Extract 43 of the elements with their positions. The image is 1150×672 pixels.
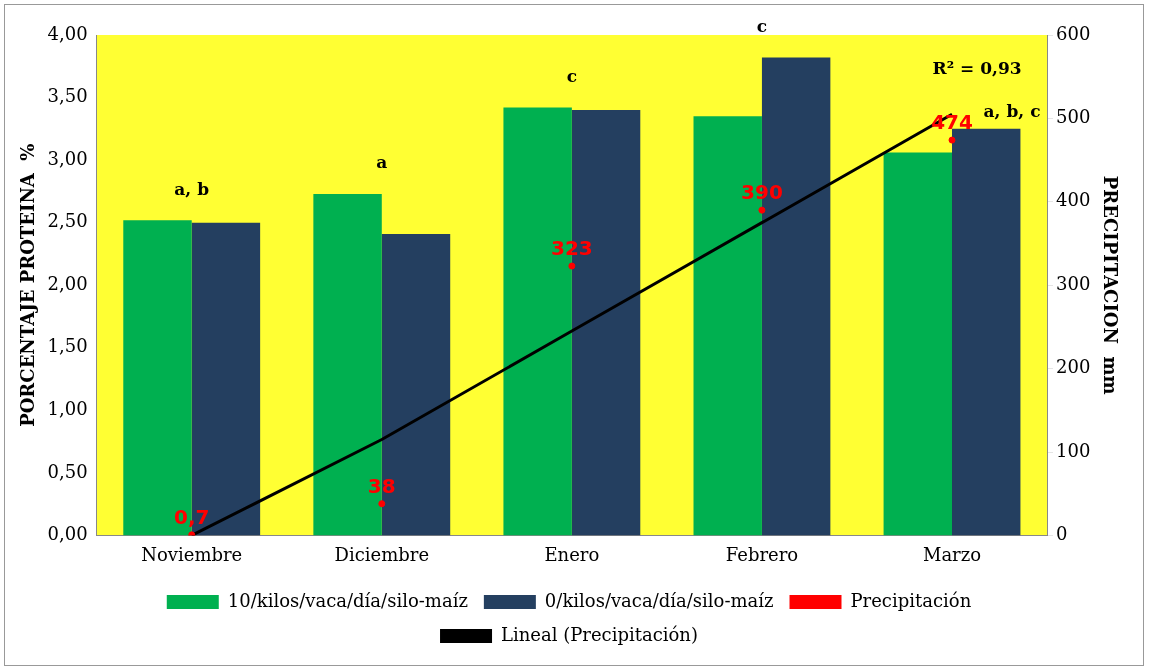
y-tick-label: 3,50 [47,85,88,107]
annotation: a, b [174,178,210,199]
y2-tick-label: 100 [1056,439,1091,461]
legend-label: Lineal (Precipitación) [501,623,698,645]
x-tick-label: Febrero [725,543,799,565]
y-axis-title: PORCENTAJE PROTEINA % [17,143,39,427]
y2-tick-label: 300 [1056,272,1091,294]
y-tick-label: 0,00 [47,523,88,545]
y-tick-label: 1,50 [47,335,88,357]
y-tick-label: 0,50 [47,460,88,482]
y2-axis-title: PRECIPITACION mm [1099,175,1121,395]
legend-label: 0/kilos/vaca/día/silo-maíz [544,589,774,611]
point [568,262,576,270]
bar [952,128,1021,536]
point [948,136,956,144]
annotation: a, b, c [983,101,1041,122]
x-tick-label: Diciembre [334,543,430,565]
data-label: 38 [367,473,396,498]
y2-tick-label: 500 [1056,106,1091,128]
y2-tick-label: 600 [1056,22,1091,44]
y2-tick-label: 0 [1056,523,1068,545]
point [378,500,386,508]
x-tick-label: Noviembre [141,543,243,565]
legend-label: 10/kilos/vaca/día/silo-maíz [227,589,468,611]
legend-label: Precipitación [850,589,972,611]
y-tick-label: 4,00 [47,22,88,44]
y-tick-label: 1,00 [47,397,88,419]
data-label: 390 [741,180,783,205]
data-label: 0,7 [174,505,210,530]
point [758,206,766,214]
x-tick-label: Enero [544,543,600,565]
annotation: c [566,65,578,86]
y-tick-label: 3,00 [47,147,88,169]
annotation: a [376,152,388,173]
y-tick-label: 2,00 [47,272,88,294]
x-tick-label: Marzo [922,543,982,565]
data-label: 323 [550,236,593,261]
annotation: R² = 0,93 [932,58,1022,79]
y-tick-label: 2,50 [47,210,88,232]
annotation: c [756,15,768,36]
bar [883,152,953,536]
y2-tick-label: 200 [1056,356,1091,378]
y2-tick-label: 400 [1056,189,1091,211]
